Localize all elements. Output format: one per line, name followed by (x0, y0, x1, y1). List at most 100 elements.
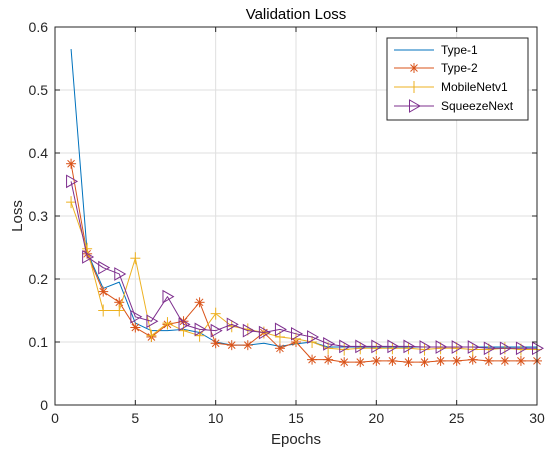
data-point-type-2 (66, 158, 77, 169)
data-point-squeezenext (194, 322, 207, 337)
data-point-mobilenetv1 (82, 242, 93, 255)
y-tick-label: 0.4 (29, 145, 49, 161)
data-point-squeezenext (66, 174, 79, 189)
data-point-squeezenext (339, 339, 352, 354)
data-point-type-2 (371, 355, 382, 366)
data-point-squeezenext (451, 340, 464, 354)
data-point-type-2 (274, 343, 285, 354)
ticks: 0 5 10 15 20 25 30 0 0.1 0.2 0.3 0.4 0.5 0.6 (29, 19, 545, 426)
legend-entry-type-2: Type-2 (394, 61, 478, 75)
data-point-type-2 (194, 297, 205, 308)
data-point-squeezenext (162, 289, 175, 304)
legend-label-squeezenext: SqueezeNext (441, 99, 514, 113)
x-axis-label: Epochs (271, 431, 321, 448)
data-point-squeezenext (307, 330, 320, 344)
data-point-squeezenext (371, 339, 384, 354)
y-axis-label: Loss (9, 200, 26, 232)
data-point-type-2 (339, 357, 350, 368)
data-point-type-2 (114, 297, 125, 308)
y-tick-label: 0.3 (29, 208, 49, 224)
data-point-type-2 (499, 355, 510, 366)
data-point-mobilenetv1 (162, 317, 173, 330)
data-point-squeezenext (515, 341, 528, 356)
data-point-mobilenetv1 (130, 252, 141, 265)
data-point-squeezenext (210, 323, 223, 338)
legend: Type-1 Type-2 MobileNetv1 SqueezeNext (386, 37, 529, 121)
data-point-type-2 (226, 340, 237, 351)
data-point-type-2 (210, 338, 221, 349)
series-squeezenext (66, 174, 545, 356)
data-point-mobilenetv1 (419, 343, 430, 356)
data-point-type-2 (419, 357, 430, 368)
y-tick-label: 0.5 (29, 82, 49, 98)
y-tick-label: 0.1 (29, 334, 49, 350)
legend-swatch-type-2 (394, 63, 434, 73)
legend-label-type-1: Type-1 (441, 43, 478, 57)
data-point-squeezenext (82, 250, 95, 264)
legend-label-mobilenetv1: MobileNetv1 (441, 80, 508, 94)
data-point-type-2 (323, 354, 334, 365)
data-point-squeezenext (291, 326, 304, 341)
data-point-mobilenetv1 (210, 307, 221, 320)
data-point-type-2 (403, 357, 414, 368)
data-point-type-2 (242, 340, 253, 351)
data-point-type-2 (307, 354, 318, 365)
x-tick-label: 15 (288, 410, 304, 426)
data-point-squeezenext (387, 339, 400, 354)
data-point-mobilenetv1 (146, 329, 157, 342)
data-point-type-2 (387, 355, 398, 366)
legend-entry-squeezenext: SqueezeNext (394, 99, 514, 113)
y-tick-label: 0.6 (29, 19, 49, 35)
legend-marker (409, 63, 419, 73)
x-tick-label: 20 (369, 410, 385, 426)
x-tick-label: 10 (208, 410, 224, 426)
x-tick-label: 25 (449, 410, 465, 426)
data-point-squeezenext (467, 340, 480, 354)
legend-swatch-squeezenext (394, 99, 434, 113)
data-point-mobilenetv1 (194, 329, 205, 342)
legend-swatch-mobilenetv1 (394, 81, 434, 93)
legend-label-type-2: Type-2 (441, 61, 478, 75)
x-tick-label: 0 (51, 410, 59, 426)
y-tick-label: 0.2 (29, 271, 49, 287)
data-point-squeezenext (483, 341, 496, 356)
data-point-squeezenext (274, 322, 287, 337)
series-layer (66, 49, 545, 368)
chart-title: Validation Loss (246, 6, 347, 23)
data-point-squeezenext (146, 314, 159, 329)
data-point-squeezenext (532, 341, 545, 356)
data-point-mobilenetv1 (114, 304, 125, 317)
data-point-squeezenext (114, 267, 127, 281)
data-point-squeezenext (499, 341, 512, 356)
x-tick-label: 30 (529, 410, 545, 426)
data-point-type-2 (483, 355, 494, 366)
data-point-type-2 (435, 355, 446, 366)
legend-marker (409, 99, 422, 113)
data-point-type-2 (451, 355, 462, 366)
data-point-type-2 (130, 322, 141, 333)
data-point-type-2 (515, 355, 526, 366)
data-point-mobilenetv1 (98, 304, 109, 317)
data-point-squeezenext (98, 260, 111, 275)
data-point-squeezenext (323, 337, 336, 351)
legend-marker (409, 81, 419, 93)
series-line-squeezenext (70, 181, 537, 349)
data-point-type-2 (467, 354, 478, 365)
data-point-type-2 (355, 357, 366, 368)
data-point-mobilenetv1 (467, 343, 478, 356)
data-point-squeezenext (258, 325, 271, 340)
data-point-type-2 (98, 286, 109, 297)
data-point-squeezenext (419, 340, 432, 354)
data-point-mobilenetv1 (66, 196, 77, 209)
data-point-squeezenext (355, 339, 368, 354)
data-point-squeezenext (226, 317, 239, 332)
data-point-squeezenext (403, 339, 416, 354)
data-point-squeezenext (242, 323, 255, 338)
legend-entry-type-1: Type-1 (394, 43, 478, 57)
data-point-squeezenext (178, 317, 191, 332)
data-point-squeezenext (130, 309, 143, 324)
y-tick-label: 0 (40, 397, 48, 413)
data-point-mobilenetv1 (178, 324, 189, 337)
